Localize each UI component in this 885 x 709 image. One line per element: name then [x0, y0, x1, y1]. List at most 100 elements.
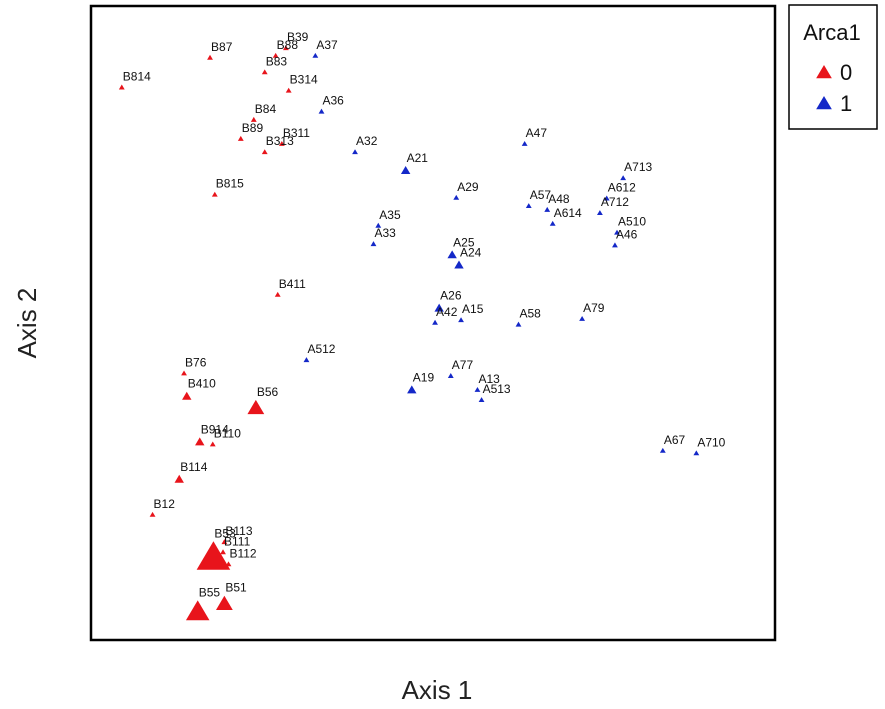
point-b111	[220, 549, 226, 555]
point-a29	[453, 194, 460, 200]
point-label-a33: A33	[374, 226, 396, 240]
point-label-a510: A510	[618, 215, 646, 229]
point-label-a79: A79	[583, 301, 605, 315]
x-axis-title: Axis 1	[402, 675, 473, 705]
point-b84	[250, 116, 257, 122]
point-a713	[620, 175, 627, 181]
point-a32	[352, 149, 358, 155]
legend-marker-1	[816, 96, 832, 110]
point-label-a47: A47	[526, 126, 548, 140]
point-b87	[207, 54, 213, 60]
point-b410	[182, 391, 192, 400]
point-a35	[375, 222, 382, 228]
point-label-b410: B410	[188, 377, 216, 391]
point-label-b111: B111	[224, 534, 251, 548]
point-label-b314: B314	[290, 73, 318, 87]
point-b311	[278, 140, 285, 146]
point-b51	[215, 595, 233, 610]
point-b53	[196, 541, 231, 570]
point-a77	[447, 373, 454, 378]
point-label-a57: A57	[530, 188, 552, 202]
point-label-b914: B914	[201, 422, 229, 436]
point-b88	[272, 52, 279, 58]
legend-label-0: 0	[840, 60, 852, 85]
point-a19	[407, 385, 417, 394]
point-label-b12: B12	[154, 497, 176, 511]
point-label-a32: A32	[356, 134, 378, 148]
point-label-a713: A713	[624, 160, 652, 174]
point-b83	[261, 69, 268, 75]
point-a612	[603, 195, 610, 201]
point-label-a46: A46	[616, 227, 638, 241]
point-a33	[370, 241, 377, 247]
point-label-b113: B113	[225, 524, 252, 538]
point-a614	[549, 220, 556, 226]
point-label-a612: A612	[608, 181, 636, 195]
point-b411	[274, 291, 281, 297]
point-label-a29: A29	[457, 180, 479, 194]
point-label-b83: B83	[266, 54, 288, 68]
point-label-b39: B39	[287, 30, 309, 44]
point-a510	[614, 229, 620, 235]
plot-area-frame	[89, 4, 777, 642]
point-label-b114: B114	[180, 460, 207, 474]
point-label-a21: A21	[407, 151, 429, 165]
point-a46	[612, 242, 618, 248]
point-label-a48: A48	[548, 192, 570, 206]
point-label-a77: A77	[452, 358, 474, 372]
point-a513	[478, 397, 485, 403]
point-label-a513: A513	[483, 382, 511, 396]
point-a15	[458, 317, 464, 323]
point-label-b313: B313	[266, 134, 294, 148]
point-b110	[209, 441, 216, 447]
point-a57	[525, 203, 532, 209]
y-axis-title: Axis 2	[12, 288, 42, 359]
point-b313	[261, 149, 268, 155]
point-b914	[195, 437, 205, 446]
point-a48	[544, 206, 551, 212]
point-a67	[659, 447, 666, 453]
point-label-a36: A36	[323, 94, 345, 108]
point-label-a24: A24	[460, 245, 482, 259]
point-label-a15: A15	[462, 302, 484, 316]
point-label-a37: A37	[316, 38, 338, 52]
point-b814	[118, 84, 125, 90]
point-a47	[521, 140, 528, 146]
point-b113	[221, 539, 228, 545]
point-b76	[181, 370, 187, 376]
point-label-b815: B815	[216, 177, 244, 191]
point-a710	[693, 450, 700, 456]
point-a37	[312, 52, 319, 58]
legend-title: Arca1	[803, 20, 860, 45]
point-a42	[432, 319, 438, 325]
point-label-a13: A13	[478, 372, 500, 386]
point-a36	[318, 108, 325, 114]
point-a13	[474, 386, 481, 392]
points-layer	[118, 45, 700, 621]
point-b112	[225, 561, 232, 567]
point-label-b76: B76	[185, 355, 207, 369]
point-label-a42: A42	[436, 305, 458, 319]
point-label-b84: B84	[255, 102, 277, 116]
point-a21	[400, 166, 411, 174]
point-label-a19: A19	[413, 370, 435, 384]
point-label-b110: B110	[214, 426, 241, 440]
point-label-b51: B51	[225, 581, 247, 595]
point-label-a614: A614	[554, 206, 582, 220]
point-label-a710: A710	[697, 435, 725, 449]
legend-box	[788, 4, 878, 130]
point-label-b814: B814	[123, 70, 151, 84]
point-b39	[283, 45, 289, 51]
point-label-b311: B311	[283, 126, 310, 140]
point-b56	[247, 399, 265, 415]
point-b89	[237, 135, 244, 141]
legend-label-1: 1	[840, 91, 852, 116]
point-a79	[579, 315, 586, 321]
point-b55	[185, 600, 210, 621]
point-a25	[447, 250, 457, 259]
point-b114	[174, 474, 184, 483]
point-label-a25: A25	[453, 235, 475, 249]
point-a712	[596, 210, 603, 216]
